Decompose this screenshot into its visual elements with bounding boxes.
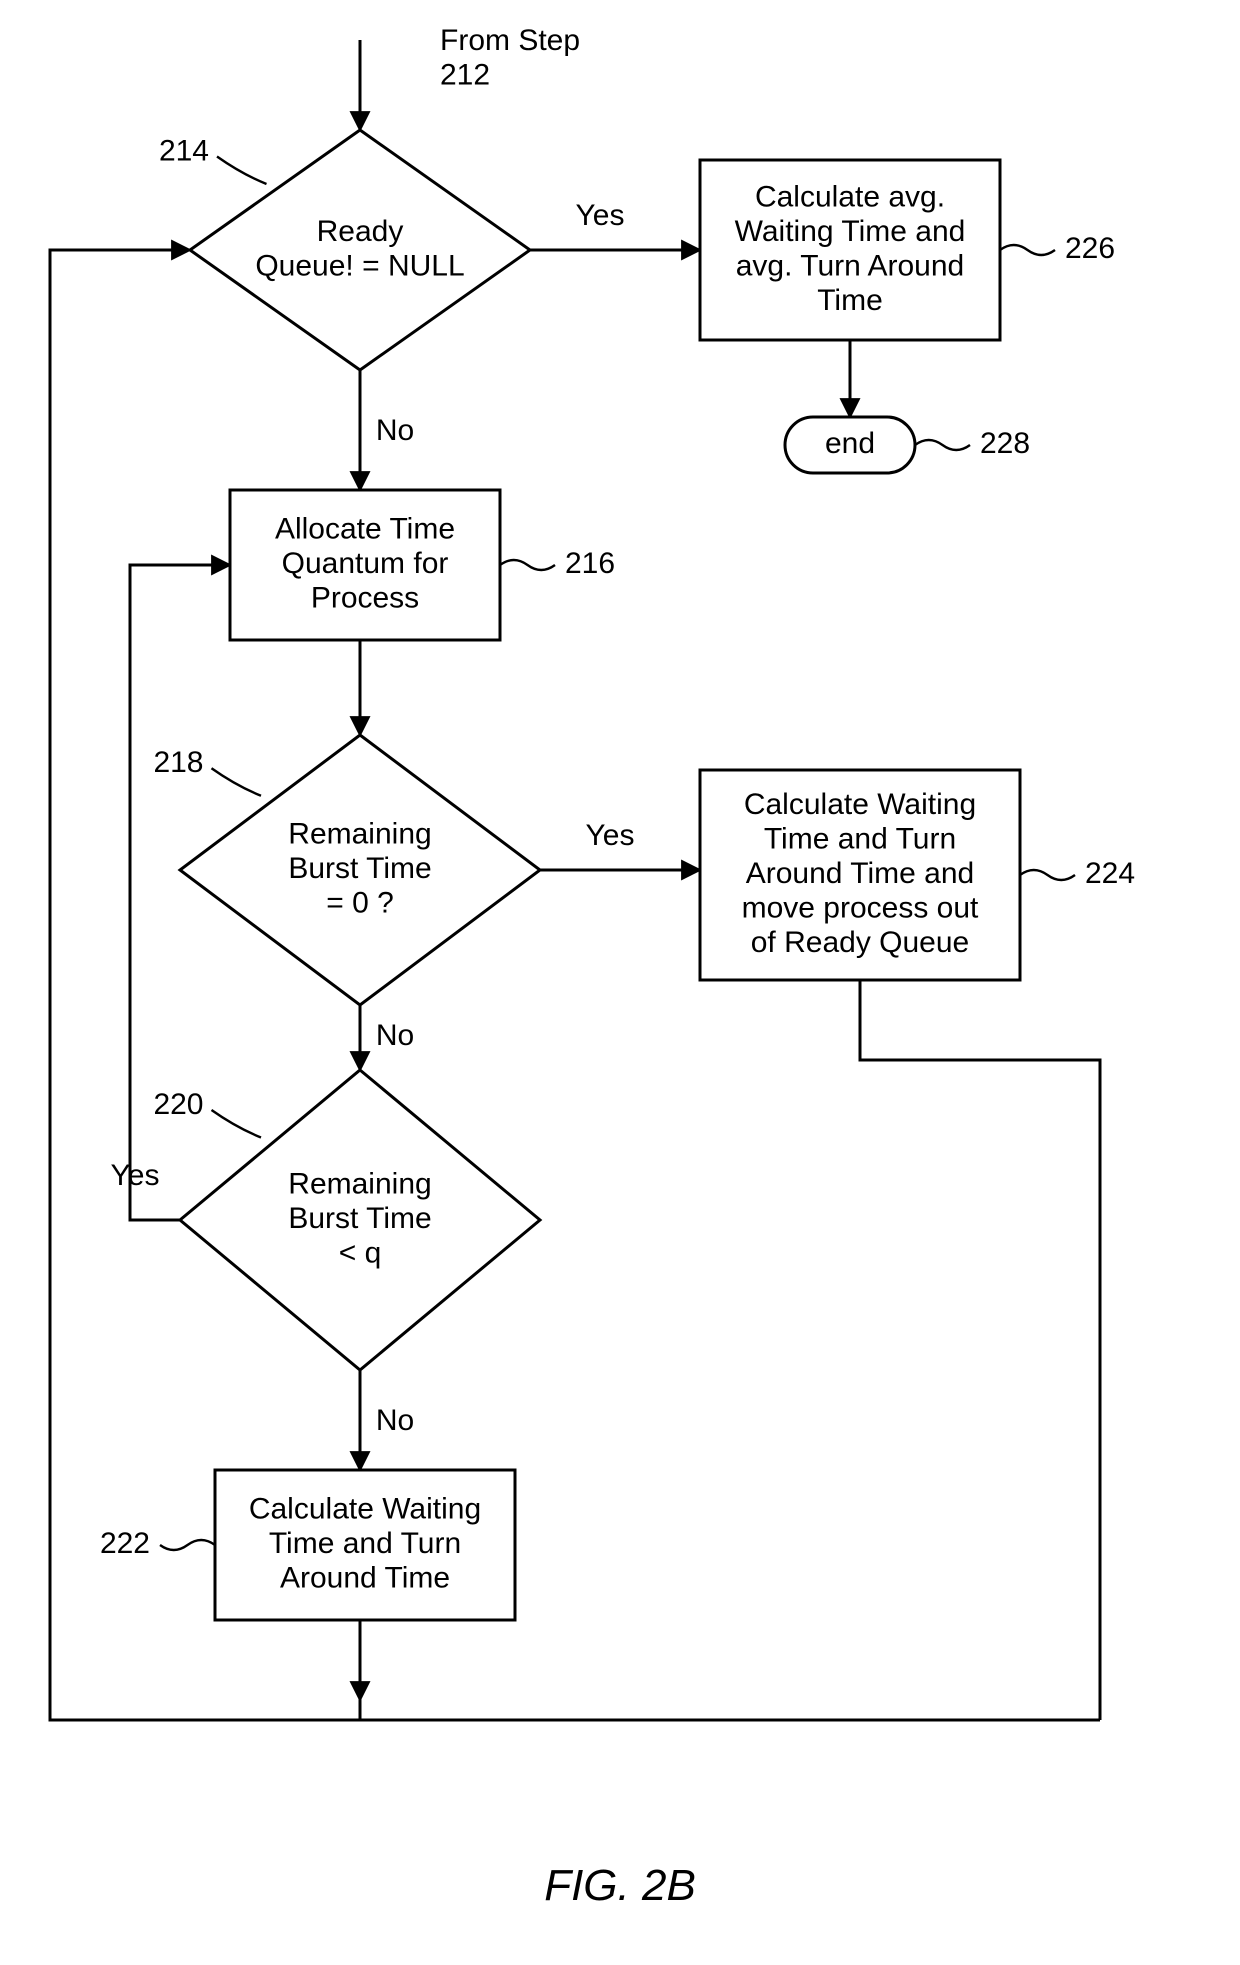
edge-label: No: [376, 414, 414, 447]
ref-label: 214: [159, 134, 209, 167]
edge-224-to-loop: [860, 980, 1100, 1720]
edge-label: Yes: [576, 199, 625, 232]
figure-label: FIG. 2B: [544, 1861, 696, 1910]
ref-label: 228: [980, 427, 1030, 460]
edge-label: Yes: [586, 819, 635, 852]
ref-label: 216: [565, 547, 615, 580]
process-text: Calculate WaitingTime and TurnAround Tim…: [249, 1492, 481, 1594]
edge-222-to-loop: [360, 1620, 1100, 1720]
ref-label: 220: [153, 1088, 203, 1121]
ref-label: 224: [1085, 857, 1135, 890]
edge-loop-to-214: [50, 250, 1100, 1720]
edge-label: Yes: [111, 1159, 160, 1192]
process-text: Calculate WaitingTime and TurnAround Tim…: [742, 788, 979, 959]
entry-label: From Step212: [440, 24, 580, 92]
terminator-text: end: [825, 427, 875, 460]
ref-label: 226: [1065, 232, 1115, 265]
ref-label: 218: [153, 746, 203, 779]
edge-label: No: [376, 1019, 414, 1052]
edge-label: No: [376, 1404, 414, 1437]
ref-label: 222: [100, 1527, 150, 1560]
